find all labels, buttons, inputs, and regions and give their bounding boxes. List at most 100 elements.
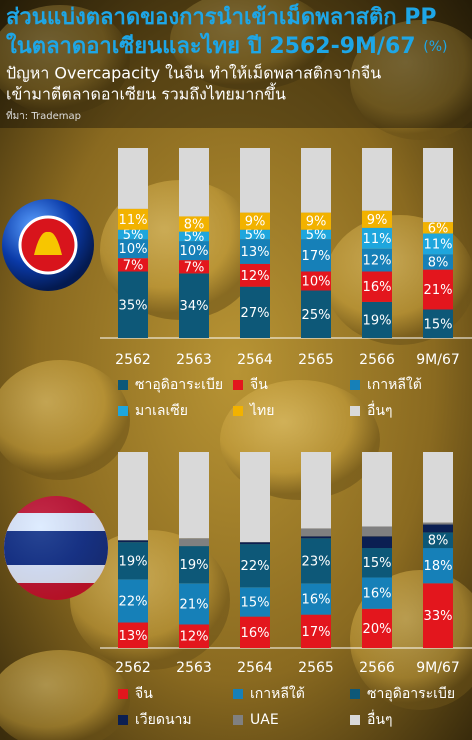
data-label: 10%	[180, 244, 209, 259]
x-tick-label: 2566	[359, 660, 395, 676]
legend-swatch	[118, 689, 128, 699]
data-label: 13%	[241, 245, 270, 260]
legend-swatch	[233, 689, 243, 699]
bar-segment	[362, 608, 392, 648]
bar-segment	[240, 239, 270, 264]
bar-segment	[423, 233, 453, 255]
bar-segment	[423, 309, 453, 338]
legend-label: เวียดนาม	[135, 712, 192, 728]
bar-segment	[179, 624, 209, 648]
legend-label: มาเลเซีย	[135, 403, 188, 419]
data-label: 12%	[363, 254, 392, 269]
bar-segment	[362, 452, 392, 527]
bar-segment	[423, 269, 453, 310]
legend-label: ซาอุดิอาระเบีย	[367, 686, 455, 702]
data-label: 7%	[184, 260, 205, 275]
data-label: 12%	[241, 269, 270, 284]
bar-segment	[179, 452, 209, 539]
bar-segment	[179, 546, 209, 584]
data-label: 19%	[363, 313, 392, 328]
bar-segment	[179, 216, 209, 232]
x-tick-label: 9M/67	[416, 352, 460, 368]
legend-label: ไทย	[249, 402, 274, 419]
data-label: 11%	[424, 237, 453, 252]
bar-segment	[423, 532, 453, 549]
data-label: 18%	[424, 559, 453, 574]
x-tick-label: 9M/67	[416, 660, 460, 676]
bar-segment	[362, 271, 392, 302]
bar-segment	[240, 212, 270, 230]
bar-segment	[362, 210, 392, 228]
legend-label: เกาหลีใต้	[367, 376, 422, 393]
bar-segment	[179, 148, 209, 217]
bar-segment	[118, 540, 148, 543]
data-label: 7%	[123, 258, 144, 273]
bar-segment	[179, 538, 209, 547]
bar-segment	[362, 301, 392, 338]
data-label: 17%	[302, 249, 331, 264]
data-label: 20%	[363, 622, 392, 637]
bar-segment	[301, 271, 331, 291]
data-label: 22%	[241, 559, 270, 574]
bar-segment	[240, 542, 270, 545]
bar-segment	[301, 452, 331, 529]
bar-segment	[240, 263, 270, 287]
x-tick-label: 2565	[298, 352, 334, 368]
data-label: 5%	[184, 230, 205, 245]
header-shade	[0, 0, 472, 128]
bar-segment	[240, 544, 270, 588]
legend-swatch	[118, 406, 128, 416]
data-label: 5%	[245, 228, 266, 243]
source: ที่มา: Trademap	[6, 108, 81, 122]
data-label: 5%	[123, 228, 144, 243]
legend-swatch	[233, 406, 243, 416]
subtitle: ปัญหา Overcapacity ในจีน ทำให้เม็ดพลาสติ…	[6, 63, 381, 83]
bar-segment	[423, 452, 453, 523]
unit: (%)	[423, 39, 447, 55]
bar-segment	[240, 229, 270, 240]
bar-segment	[179, 231, 209, 242]
bar-segment	[423, 522, 453, 525]
legend-swatch	[118, 380, 128, 390]
bar-segment	[179, 260, 209, 274]
subtitle: เข้ามาตีตลาดอาเซียน รวมถึงไทยมากขึ้น	[6, 83, 286, 104]
data-label: 8%	[428, 256, 449, 271]
legend-label: อื่นๆ	[367, 401, 393, 419]
bar-segment	[118, 148, 148, 209]
bar-segment	[362, 577, 392, 609]
legend-swatch	[233, 380, 243, 390]
data-label: 10%	[119, 242, 148, 257]
bar-segment	[118, 208, 148, 230]
bar-segment	[118, 258, 148, 272]
bar-segment	[301, 212, 331, 230]
data-label: 17%	[302, 625, 331, 640]
bar-segment	[301, 290, 331, 338]
data-label: 19%	[180, 558, 209, 573]
title: ส่วนแบ่งตลาดของการนำเข้าเม็ดพลาสติก PP	[6, 2, 437, 30]
legend-swatch	[118, 715, 128, 725]
legend-label: จีน	[135, 686, 153, 702]
bar-segment	[423, 254, 453, 270]
legend-label: ซาอุดิอาระเบีย	[135, 377, 223, 393]
legend-swatch	[233, 715, 243, 725]
bar-segment	[423, 583, 453, 648]
data-label: 5%	[306, 228, 327, 243]
x-tick-label: 2563	[176, 352, 212, 368]
bar-segment	[179, 583, 209, 625]
bar-segment	[301, 614, 331, 648]
legend-label: อื่นๆ	[367, 710, 393, 728]
legend-label: จีน	[250, 377, 268, 393]
legend-swatch	[350, 406, 360, 416]
data-label: 9%	[367, 213, 388, 228]
bar-segment	[118, 622, 148, 648]
data-label: 8%	[184, 218, 205, 233]
data-label: 21%	[424, 283, 453, 298]
bar-segment	[118, 239, 148, 259]
legend-label: UAE	[250, 712, 279, 728]
data-label: 13%	[119, 629, 148, 644]
bar-segment	[301, 536, 331, 539]
bar-segment	[301, 528, 331, 537]
data-label: 11%	[363, 232, 392, 247]
bar-segment	[301, 239, 331, 272]
bar-segment	[240, 452, 270, 543]
